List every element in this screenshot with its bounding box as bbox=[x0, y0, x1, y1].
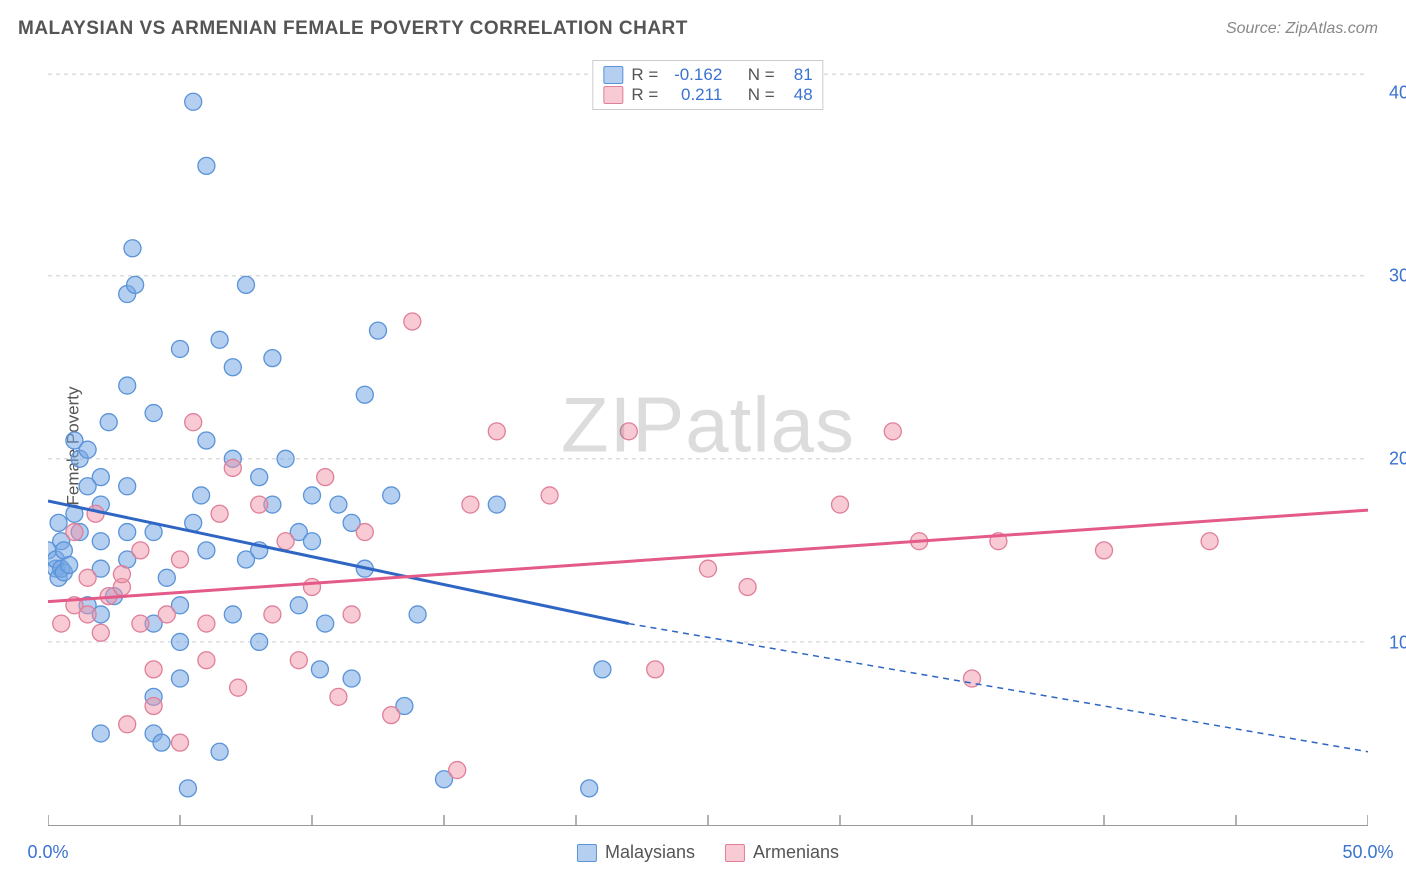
source-label: Source: ZipAtlas.com bbox=[1226, 20, 1378, 38]
legend-series-label: Malaysians bbox=[605, 842, 695, 863]
legend-correlation: R =-0.162 N =81R =0.211 N =48 bbox=[592, 60, 823, 110]
y-tick-label: 20.0% bbox=[1389, 449, 1406, 470]
legend-swatch-icon bbox=[603, 66, 623, 84]
legend-series-item: Malaysians bbox=[577, 842, 695, 863]
chart-title: MALAYSIAN VS ARMENIAN FEMALE POVERTY COR… bbox=[18, 18, 688, 40]
legend-swatch-icon bbox=[577, 844, 597, 862]
x-tick-label: 0.0% bbox=[27, 842, 68, 863]
scatter-plot bbox=[48, 56, 1368, 825]
chart-area: ZIPatlas R =-0.162 N =81R =0.211 N =48 M… bbox=[48, 56, 1368, 826]
legend-swatch-icon bbox=[603, 86, 623, 104]
y-tick-label: 30.0% bbox=[1389, 266, 1406, 287]
legend-correlation-row: R =-0.162 N =81 bbox=[603, 65, 812, 85]
legend-swatch-icon bbox=[725, 844, 745, 862]
legend-series-item: Armenians bbox=[725, 842, 839, 863]
legend-correlation-row: R =0.211 N =48 bbox=[603, 85, 812, 105]
legend-series-label: Armenians bbox=[753, 842, 839, 863]
y-tick-label: 40.0% bbox=[1389, 82, 1406, 103]
legend-series: Malaysians Armenians bbox=[577, 842, 839, 863]
y-tick-label: 10.0% bbox=[1389, 632, 1406, 653]
x-tick-label: 50.0% bbox=[1342, 842, 1393, 863]
